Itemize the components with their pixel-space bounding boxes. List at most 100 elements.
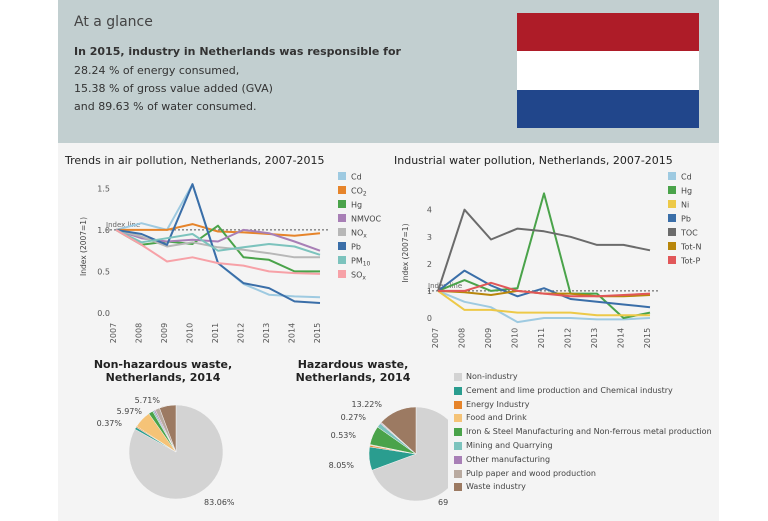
y-axis-label: Index (2007=1) (401, 223, 410, 282)
pie-slice (371, 406, 448, 502)
series-line-sox (115, 229, 321, 275)
pie-data-label: 5.97% (117, 407, 143, 416)
netherlands-flag (517, 13, 699, 128)
x-tick-label: 2007 (431, 328, 440, 348)
water-pollution-chart: Index (2007=1)01234200720082009201020112… (401, 172, 701, 348)
legend-label: NMVOC (351, 215, 382, 224)
legend-swatch (338, 256, 346, 264)
legend-label: CO2 (351, 187, 367, 198)
legend-label: PM10 (351, 257, 371, 268)
x-tick-label: 2010 (511, 328, 520, 348)
legend-label: Cement and lime production and Chemical … (466, 385, 673, 395)
legend-swatch (338, 172, 346, 180)
legend-swatch (668, 200, 676, 208)
glance-line-3: 15.38 % of gross value added (GVA) (74, 82, 273, 95)
glance-line-1: In 2015, industry in Netherlands was res… (74, 45, 401, 58)
x-tick-label: 2014 (617, 328, 626, 348)
legend-label: Hg (681, 187, 692, 196)
legend-swatch (454, 428, 462, 437)
legend-swatch (454, 469, 462, 478)
y-tick-label: 3 (427, 233, 432, 242)
legend-label: Other manufacturing (466, 454, 551, 464)
series-line-nox (115, 228, 320, 259)
legend-label: Hg (351, 201, 362, 210)
legend-swatch (668, 256, 676, 264)
legend-swatch (338, 214, 346, 222)
y-tick-label: 1.0 (97, 226, 110, 235)
pie-data-label: 0.27% (341, 413, 367, 422)
pie-data-label: 69.37% (438, 498, 448, 507)
flag-stripe-white (517, 51, 699, 90)
glance-title: At a glance (74, 14, 153, 30)
nonhazardous-waste-pie: 83.06% 0.37% 5.97% 5.71% (97, 396, 235, 507)
pie-data-label: 0.53% (331, 431, 357, 440)
pie-data-label: 83.06% (204, 498, 235, 507)
y-tick-label: 2 (427, 260, 432, 269)
x-tick-label: 2013 (590, 328, 599, 348)
legend-label: Cd (681, 173, 692, 182)
x-tick-label: 2015 (643, 328, 652, 348)
series-line-co2 (116, 223, 321, 237)
water-chart-title: Industrial water pollution, Netherlands,… (394, 154, 673, 167)
air-pollution-chart: Index (2007=1) 0.0 0.5 1.0 1.5 2007 2008 2009 20… (79, 172, 382, 343)
x-tick-label: 2008 (135, 323, 144, 343)
x-tick-label: 2011 (537, 328, 546, 348)
x-tick-label: 2009 (160, 323, 169, 343)
series-line-tot-p (438, 281, 651, 298)
haz-pie-title: Hazardous waste, Netherlands, 2014 (295, 358, 411, 384)
dashboard-page: At a glance In 2015, industry in Netherl… (58, 0, 719, 521)
legend-swatch (454, 400, 462, 409)
x-tick-label: 2013 (262, 323, 271, 343)
legend-swatch (454, 386, 462, 395)
legend-swatch (454, 455, 462, 464)
flag-stripe-blue (517, 89, 699, 128)
legend-label: Tot-P (680, 257, 700, 266)
legend-swatch (338, 186, 346, 194)
at-a-glance-panel: At a glance In 2015, industry in Netherl… (58, 0, 719, 143)
series-line-hg (437, 192, 651, 319)
legend-swatch (338, 270, 346, 278)
legend-swatch (338, 228, 346, 236)
y-tick-label: 0.5 (97, 267, 110, 276)
series-line-pm10 (115, 229, 321, 256)
legend-label: Food and Drink (466, 413, 527, 423)
series-line-hg (115, 224, 320, 273)
x-tick-label: 2007 (109, 323, 118, 343)
series-line-ni (437, 290, 650, 317)
legend-swatch (668, 242, 676, 250)
legend-swatch (454, 483, 462, 492)
legend-label: Cd (351, 173, 362, 182)
legend-swatch (668, 214, 676, 222)
y-tick-label: 0 (427, 314, 432, 323)
x-tick-label: 2008 (458, 328, 467, 348)
legend-label: Ni (681, 201, 689, 210)
x-tick-label: 2012 (564, 328, 573, 348)
legend-swatch (338, 200, 346, 208)
legend-label: Mining and Quarrying (466, 441, 553, 450)
legend-label: SOx (351, 271, 366, 282)
index-line-label: Index line (106, 221, 140, 229)
pie-slice (380, 406, 417, 455)
legend-label: NOx (351, 229, 367, 240)
series-line-pb (437, 269, 651, 309)
legend-label: Iron & Steel Manufacturing and Non-ferro… (466, 427, 712, 437)
glance-line-2: 28.24 % of energy consumed, (74, 64, 240, 77)
flag-stripe-red (517, 13, 699, 52)
legend-swatch (668, 186, 676, 194)
series-line-toc (437, 208, 651, 292)
legend-label: TOC (680, 229, 698, 238)
legend-swatch (454, 442, 462, 450)
legend-swatch (668, 172, 676, 180)
pie-slice (159, 404, 177, 453)
legend-label: Pb (351, 243, 361, 252)
x-tick-label: 2010 (186, 323, 195, 343)
legend-label: Pulp paper and wood production (466, 468, 596, 478)
legend-label: Pb (681, 215, 691, 224)
legend-label: Waste industry (466, 482, 526, 492)
legend-swatch (668, 228, 676, 236)
legend-swatch (454, 414, 462, 423)
y-tick-label: 4 (427, 206, 432, 215)
y-tick-label: 0.0 (97, 309, 110, 318)
legend-swatch (454, 373, 462, 381)
x-tick-label: 2014 (288, 323, 297, 343)
